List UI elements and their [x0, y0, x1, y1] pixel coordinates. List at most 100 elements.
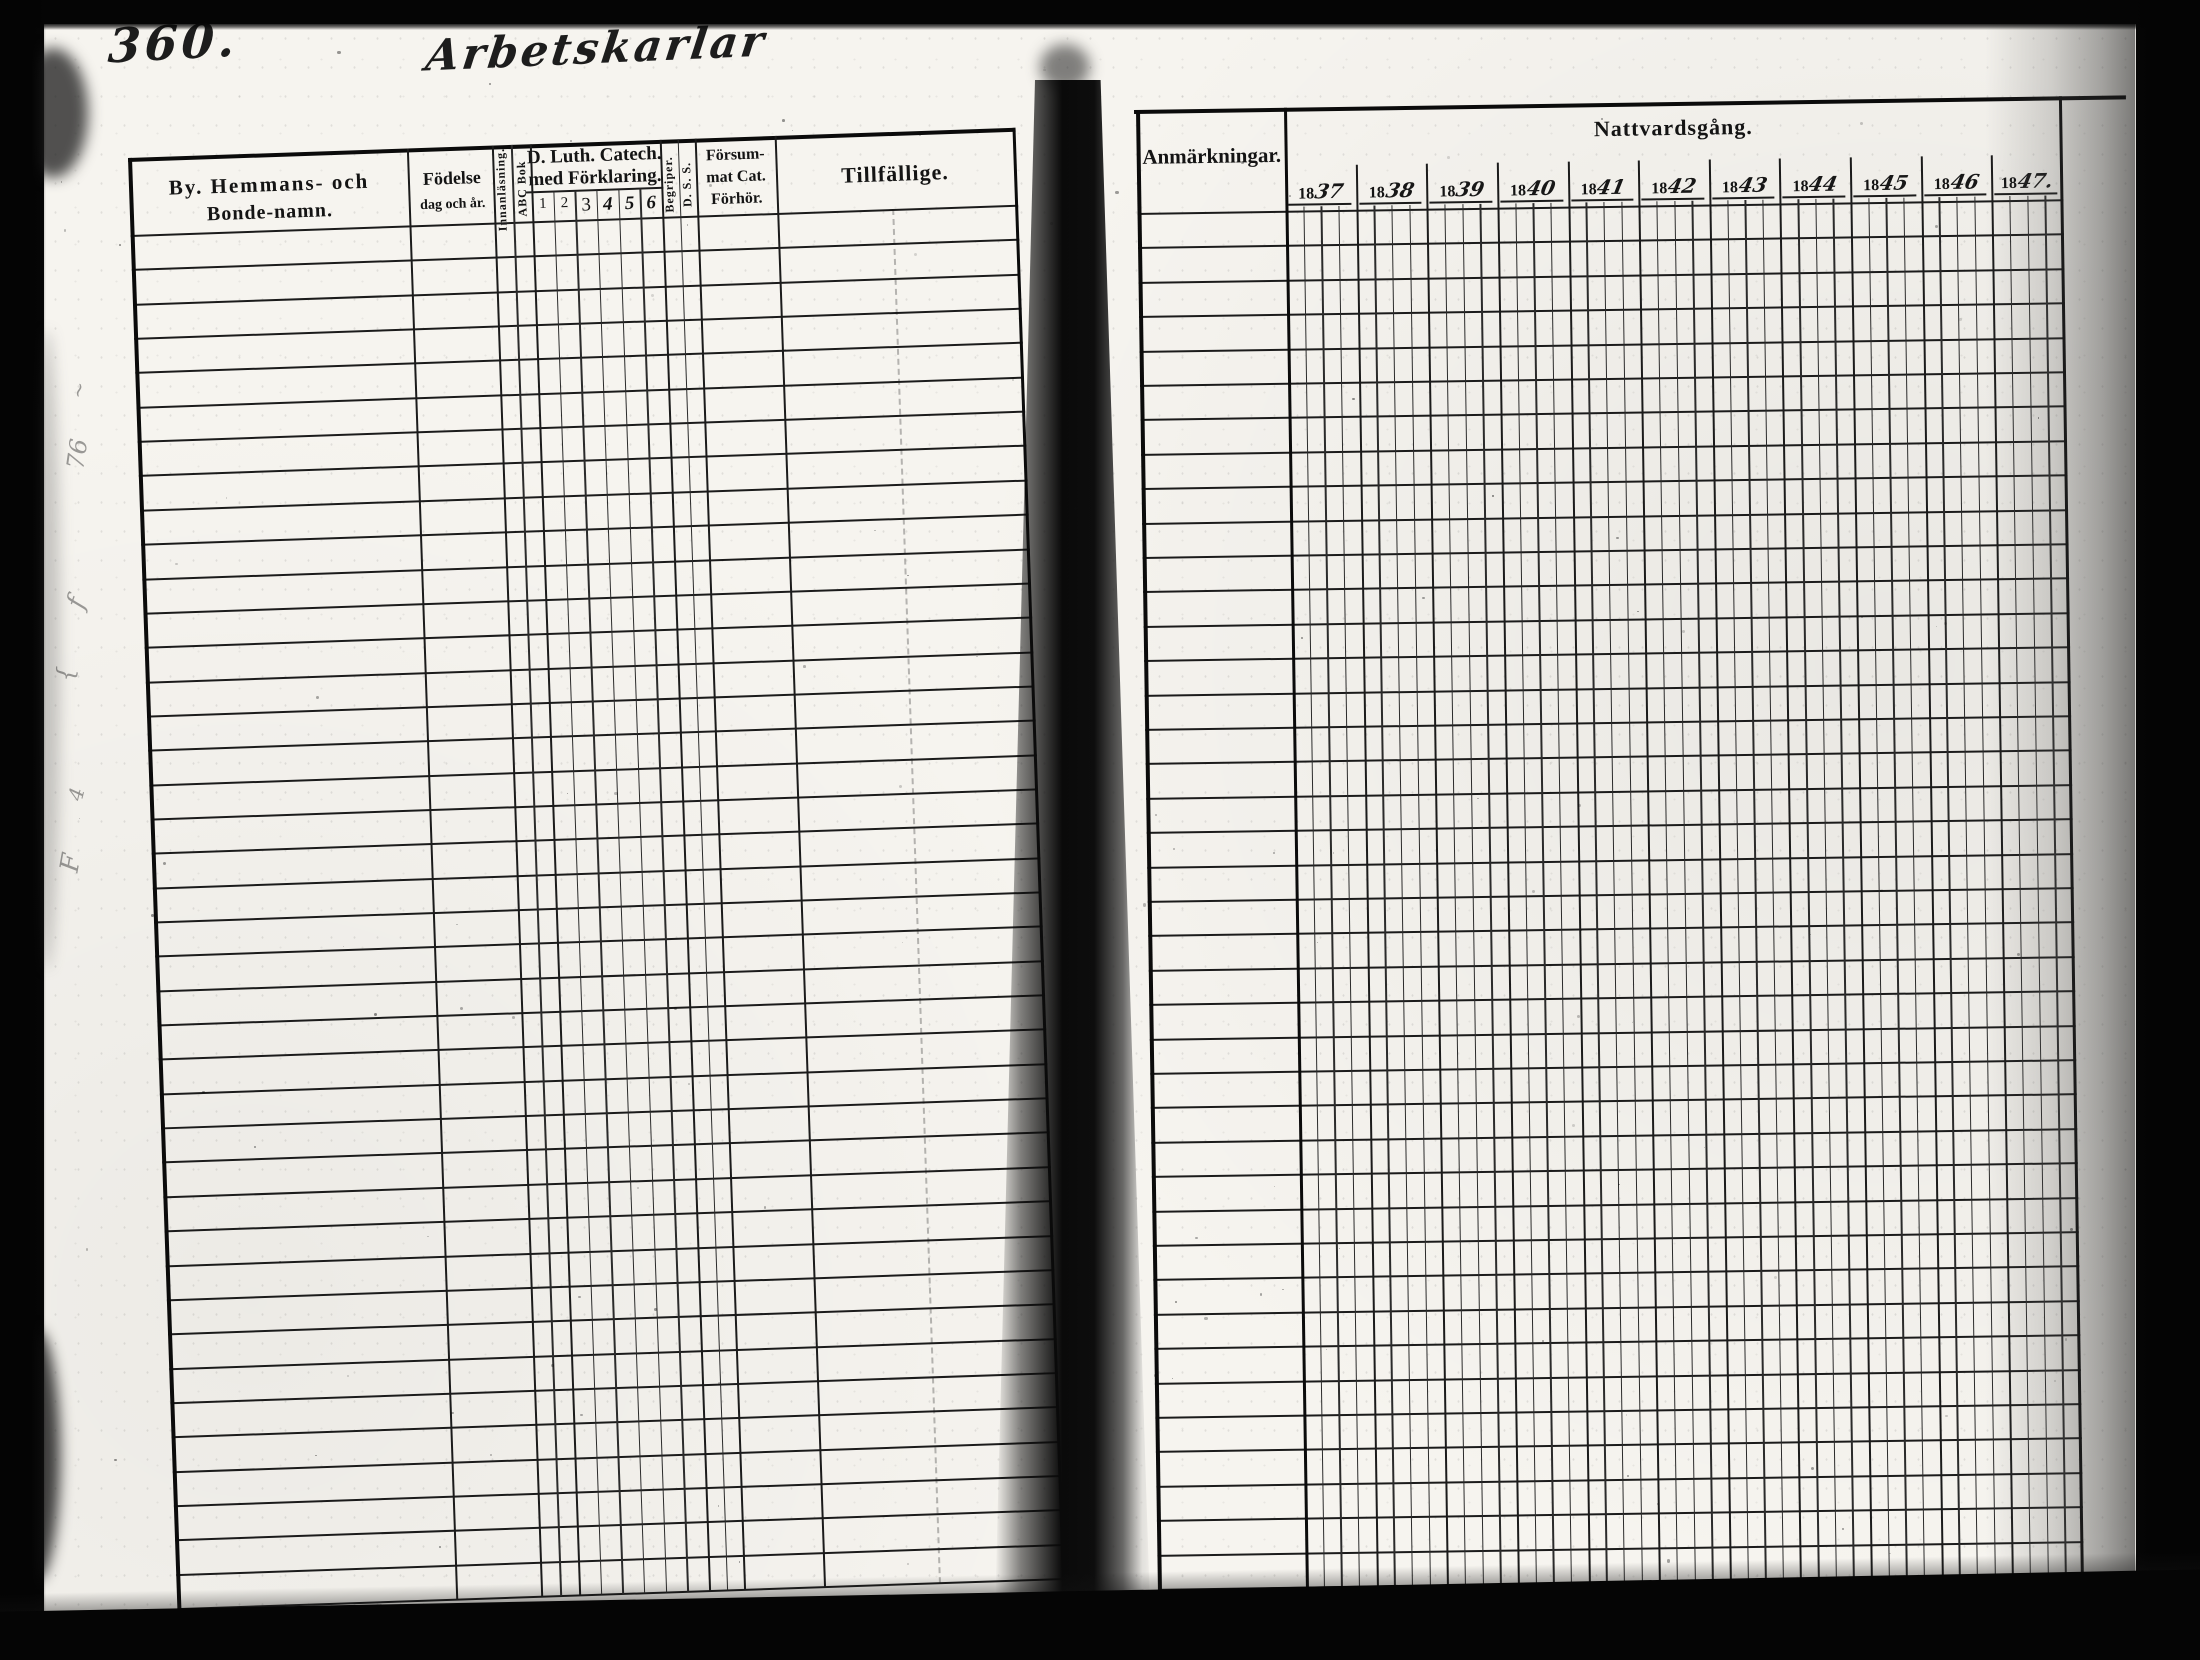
edge-scribble: { — [51, 665, 81, 683]
scan-speck — [2016, 952, 2020, 957]
scan-speck — [1300, 637, 1303, 640]
scan-speck — [1579, 928, 1582, 931]
scan-speck — [1577, 1014, 1580, 1018]
catechism-grade-number: 6 — [646, 192, 657, 214]
year-handwritten-digits: 39 — [1453, 176, 1487, 202]
scan-speck — [874, 529, 876, 532]
col-header-birth-line2: dag och år. — [419, 195, 486, 214]
scan-speck — [902, 941, 904, 943]
column-line — [774, 135, 827, 1588]
scan-speck — [1289, 194, 1291, 197]
scan-speck — [1842, 1528, 1844, 1530]
scan-speck — [1889, 1552, 1891, 1555]
year-label: 18 44 — [1779, 159, 1850, 196]
scan-border-right — [2134, 0, 2200, 1660]
scan-speck — [1259, 1293, 1263, 1296]
scan-speck — [373, 1012, 377, 1017]
column-line — [406, 148, 459, 1600]
scan-speck — [2078, 1406, 2081, 1408]
scan-speck — [1998, 177, 2003, 181]
scan-speck — [438, 1545, 441, 1548]
scan-speck — [119, 244, 121, 246]
scan-speck — [1049, 222, 1053, 226]
col-header-forsummat-line3: Förhör. — [710, 189, 763, 209]
scan-speck — [1175, 1301, 1177, 1303]
year-underline — [1429, 200, 1493, 204]
scan-speck — [1043, 68, 1046, 72]
year-underline — [1712, 196, 1775, 200]
scan-speck — [1958, 318, 1962, 321]
row-line — [1155, 1437, 2082, 1454]
row-line — [1150, 1059, 2077, 1075]
year-underline — [1359, 201, 1422, 205]
scan-speck — [427, 1235, 429, 1238]
scan-speck — [278, 1260, 282, 1264]
scan-speck — [1626, 1474, 1629, 1477]
scan-speck — [1332, 852, 1335, 854]
col-header-forsummat-line2: mat Cat. — [705, 167, 767, 187]
catechism-grade-number: 2 — [560, 195, 569, 212]
scan-speck — [85, 1247, 89, 1251]
scan-speck — [490, 1453, 493, 1456]
scan-speck — [63, 229, 66, 232]
scan-speck — [791, 129, 794, 132]
scan-speck — [2053, 1379, 2056, 1382]
left-table: By. Hemmans- och Bonde-namn. Födelse dag… — [128, 127, 1065, 1611]
scan-speck — [1935, 224, 1939, 228]
scan-speck — [114, 1459, 117, 1462]
year-printed-18: 18 — [1298, 185, 1315, 203]
row-line — [1139, 336, 2066, 353]
row-line — [1145, 715, 2072, 731]
year-underline — [1853, 194, 1917, 198]
col-header-tillfallige: Tillfällige. — [840, 159, 950, 188]
row-line — [1152, 1196, 2079, 1213]
row-line — [1156, 1506, 2083, 1523]
year-handwritten-digits: 41 — [1595, 174, 1628, 200]
scan-speck — [1241, 161, 1244, 164]
row-line — [1144, 680, 2071, 697]
row-line — [1143, 612, 2070, 628]
scan-speck — [2070, 1228, 2074, 1232]
year-underline — [1570, 198, 1634, 202]
row-line — [1139, 302, 2065, 319]
scan-speck — [1273, 1185, 1276, 1188]
column-line — [596, 190, 646, 1594]
scan-speck — [717, 1505, 720, 1507]
row-line — [1147, 887, 2074, 903]
year-handwritten-digits: 38 — [1383, 177, 1416, 203]
scan-speck — [151, 914, 154, 917]
scan-speck — [653, 1307, 657, 1311]
year-boundary-line — [1496, 162, 1520, 1587]
scan-speck — [1935, 626, 1937, 628]
scan-speck — [1074, 506, 1078, 510]
scan-speck — [550, 1364, 554, 1368]
scan-speck — [570, 139, 573, 142]
column-line — [618, 189, 668, 1593]
scan-speck — [347, 1374, 349, 1377]
year-boundary-line — [1779, 158, 1803, 1583]
row-line — [1156, 1471, 2083, 1488]
scan-speck — [1618, 1183, 1620, 1186]
year-handwritten-digits: 37 — [1312, 178, 1346, 204]
scan-speck — [1316, 942, 1318, 944]
scan-speck — [1153, 1374, 1157, 1378]
year-printed-18: 18 — [1509, 182, 1527, 200]
year-label: 18 37 — [1285, 167, 1356, 204]
year-printed-18: 18 — [1368, 184, 1385, 202]
scan-speck — [803, 665, 806, 669]
scan-speck — [79, 818, 81, 820]
edge-scribble: 76 — [61, 436, 94, 472]
year-underline — [1641, 197, 1705, 201]
scan-border-left — [0, 0, 46, 1660]
scan-speck — [686, 224, 688, 226]
scan-speck — [337, 51, 341, 55]
year-boundary-line — [1567, 161, 1591, 1586]
scan-speck — [709, 183, 713, 187]
year-boundary-line — [1426, 163, 1450, 1588]
scan-speck — [1173, 847, 1176, 850]
column-line — [529, 144, 581, 1596]
scan-speck — [450, 1411, 454, 1415]
scan-speck — [1626, 1414, 1628, 1416]
scan-speck — [1616, 536, 1619, 540]
